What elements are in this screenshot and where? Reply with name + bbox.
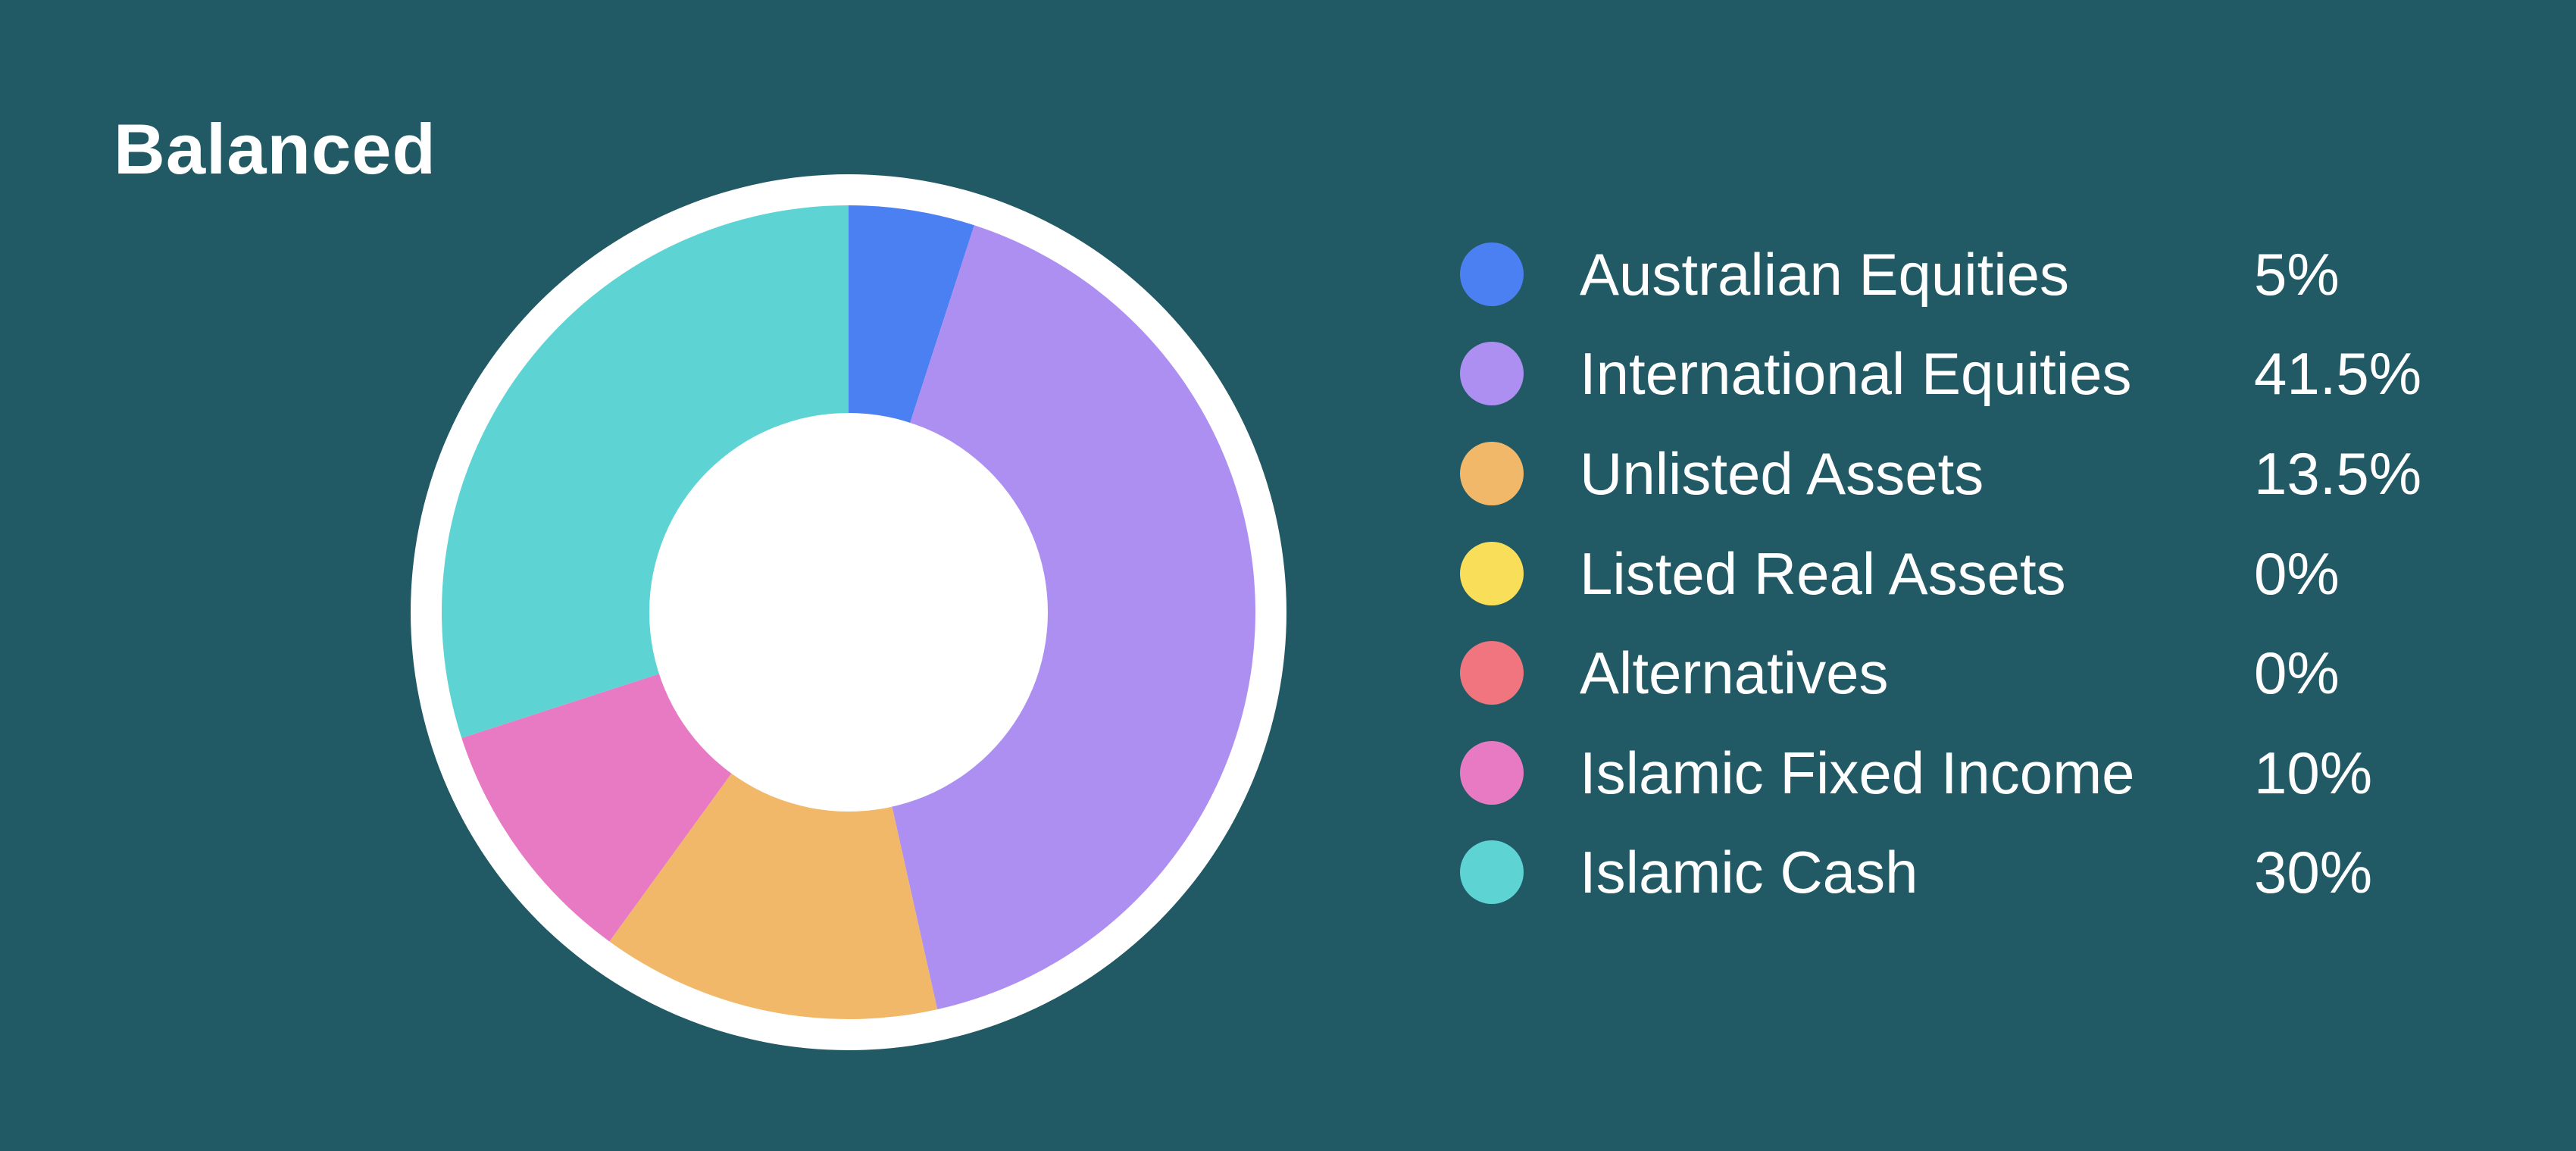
legend-item: Islamic Fixed Income 10% [1460, 723, 2445, 823]
legend-item: Islamic Cash 30% [1460, 823, 2445, 923]
page-title: Balanced [114, 109, 436, 189]
legend-swatch-icon [1460, 342, 1524, 406]
legend-swatch-icon [1460, 541, 1524, 605]
legend-value: 13.5% [2254, 439, 2422, 507]
donut-chart-svg [411, 174, 1286, 1050]
legend-swatch-icon [1460, 641, 1524, 705]
legend-value: 41.5% [2254, 340, 2422, 408]
legend-item: Australian Equities 5% [1460, 224, 2445, 324]
donut-slice [849, 225, 1255, 1010]
legend-label: Alternatives [1580, 640, 1889, 707]
legend-label: Unlisted Assets [1580, 439, 1984, 507]
legend-value: 5% [2254, 240, 2340, 308]
legend-swatch-icon [1460, 441, 1524, 505]
donut-hole [649, 413, 1048, 812]
legend-value: 30% [2254, 839, 2373, 906]
legend: Australian Equities 5% International Equit… [1460, 224, 2445, 922]
legend-swatch-icon [1460, 242, 1524, 306]
legend-item: Listed Real Assets 0% [1460, 524, 2445, 624]
legend-label: Australian Equities [1580, 240, 2070, 308]
legend-label: International Equities [1580, 340, 2132, 408]
legend-value: 0% [2254, 540, 2340, 607]
legend-label: Islamic Cash [1580, 839, 1918, 906]
legend-item: Unlisted Assets 13.5% [1460, 424, 2445, 524]
legend-label: Islamic Fixed Income [1580, 739, 2135, 806]
legend-value: 10% [2254, 739, 2373, 806]
donut-chart [409, 173, 1288, 1052]
legend-item: International Equities 41.5% [1460, 324, 2445, 424]
legend-item: Alternatives 0% [1460, 623, 2445, 723]
legend-value: 0% [2254, 640, 2340, 707]
legend-label: Listed Real Assets [1580, 540, 2066, 607]
legend-swatch-icon [1460, 740, 1524, 805]
legend-swatch-icon [1460, 840, 1524, 905]
